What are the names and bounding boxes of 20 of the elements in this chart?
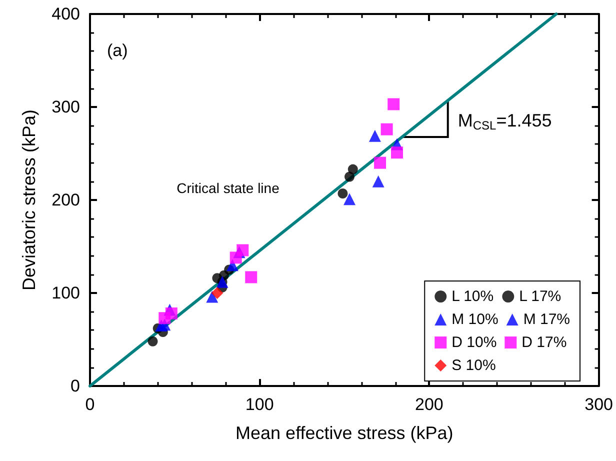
legend-label: M 17% (523, 311, 570, 328)
x-axis-title: Mean effective stress (kPa) (236, 423, 454, 443)
y-tick-label: 100 (52, 284, 80, 302)
y-tick-label: 400 (52, 4, 80, 24)
x-tick-label: 0 (85, 395, 95, 414)
legend-label: D 17% (522, 334, 567, 351)
legend-label: L 10% (452, 288, 494, 305)
y-axis-title: Deviatoric stress (kPa) (19, 109, 39, 291)
annotation: (a) (107, 41, 128, 60)
legend-label: M 10% (452, 311, 498, 328)
legend-label: L 17% (519, 288, 562, 305)
legend-label: D 10% (452, 334, 497, 351)
y-tick-label: 300 (52, 98, 80, 116)
y-tick-label: 0 (70, 376, 80, 396)
legend-label: S 10% (452, 357, 496, 374)
y-tick-label: 200 (52, 190, 80, 210)
x-tick-label: 200 (415, 395, 444, 414)
x-tick-label: 300 (584, 395, 614, 414)
x-tick-label: 100 (245, 395, 274, 414)
annotation: Critical state line (176, 180, 280, 196)
